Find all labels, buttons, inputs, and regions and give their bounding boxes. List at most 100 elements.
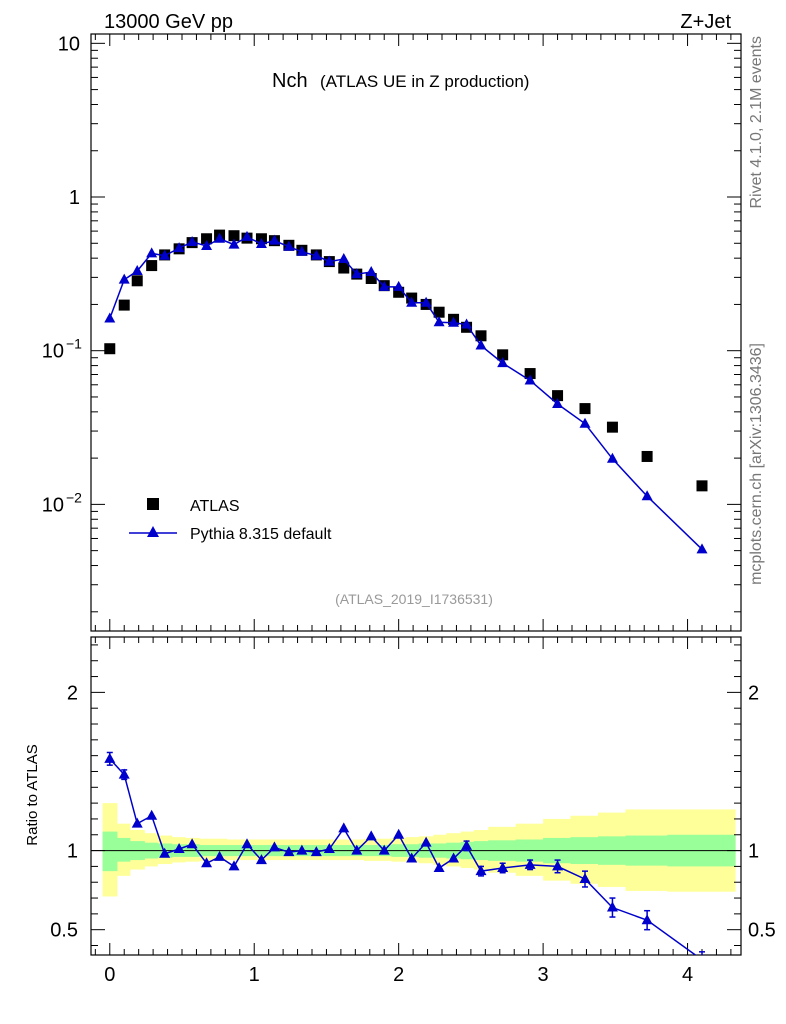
mc-data-point [448, 316, 460, 327]
y-tick-label: 10 [42, 494, 64, 516]
plot-title: Nch [272, 70, 308, 92]
y-tick-label: 1 [69, 187, 80, 209]
ratio-data-point [104, 752, 116, 763]
ratio-y-tick-label-left: 0.5 [50, 920, 78, 942]
source-label: mcplots.cern.ch [arXiv:1306.3436] [748, 343, 765, 585]
beam-label: 13000 GeV pp [104, 11, 233, 33]
ratio-y-tick-label-right: 2 [748, 682, 759, 704]
ratio-ylabel: Ratio to ATLAS [24, 744, 41, 845]
x-tick-label: 4 [682, 964, 693, 986]
mc-data-point [420, 296, 432, 307]
main-series [104, 229, 708, 554]
legend: ATLAS Pythia 8.315 default [129, 498, 332, 543]
ratio-data-point [323, 843, 335, 853]
mc-data-point [461, 318, 473, 329]
ratio-data-point [351, 844, 363, 855]
legend-marker-mc [147, 526, 159, 537]
mc-data-point [524, 374, 536, 385]
mc-data-point [186, 235, 198, 246]
atlas-data-point [552, 390, 564, 402]
ratio-data-point [118, 768, 130, 779]
atlas-data-point [131, 275, 143, 287]
mc-data-point [159, 249, 171, 260]
ratio-data-point [201, 857, 213, 868]
ratio-data-point [283, 846, 295, 857]
ratio-data-point [146, 809, 158, 820]
atlas-data-point [524, 368, 536, 380]
ratio-data-point [131, 817, 143, 828]
mc-data-point [393, 280, 405, 291]
ratio-data-point [186, 838, 198, 849]
ratio-y-tick-label-left: 2 [67, 682, 78, 704]
legend-label-mc: Pythia 8.315 default [190, 526, 332, 543]
ratio-data-point [497, 861, 509, 872]
mc-data-point [268, 234, 280, 245]
mc-data-point [579, 417, 591, 428]
ratio-data-point [365, 830, 377, 841]
mc-data-point [323, 255, 335, 266]
atlas-data-point [118, 299, 130, 311]
ratio-plot-frame [90, 636, 742, 956]
legend-marker-atlas [147, 498, 159, 510]
atlas-data-point [201, 233, 213, 245]
ratio-data-point [378, 844, 390, 855]
atlas-data-point [228, 230, 240, 242]
mc-data-point [433, 316, 445, 327]
mc-data-point [173, 242, 185, 253]
mc-data-point [283, 240, 295, 251]
mc-data-point [365, 266, 377, 277]
plot-subtitle: (ATLAS UE in Z production) [320, 72, 529, 91]
ratio-data-point [420, 836, 432, 847]
ratio-data-point [433, 861, 445, 872]
x-tick-label: 0 [104, 964, 115, 986]
x-tick-label: 1 [249, 964, 260, 986]
ratio-data-point [296, 844, 308, 855]
y-tick-exponent: −1 [66, 336, 82, 352]
ratio-data-point [606, 901, 618, 912]
mc-data-point [641, 490, 653, 501]
mc-data-point [201, 239, 213, 250]
ratio-data-point [255, 854, 267, 865]
ratio-data-point [461, 839, 473, 850]
mc-data-point [118, 273, 130, 284]
mc-data-point [296, 245, 308, 256]
mc-data-point [241, 230, 253, 241]
atlas-data-point [104, 343, 116, 355]
mc-data-point [351, 268, 363, 279]
ratio-data-point [173, 843, 185, 853]
mc-data-point [378, 280, 390, 291]
atlas-data-point [433, 306, 445, 318]
mc-data-point [552, 397, 564, 408]
x-tick-label: 3 [538, 964, 549, 986]
atlas-data-point [365, 272, 377, 284]
legend-label-atlas: ATLAS [190, 498, 240, 515]
ratio-data-point [228, 860, 240, 871]
atlas-data-point [475, 330, 487, 342]
band-inner-segment [102, 831, 118, 872]
ratio-data-point [310, 846, 322, 857]
mc-data-point [255, 237, 267, 248]
ratio-data-point [406, 852, 418, 863]
mc-data-point [406, 296, 418, 307]
atlas-data-point [606, 421, 618, 433]
analysis-id: (ATLAS_2019_I1736531) [335, 591, 493, 607]
ratio-data-point [159, 847, 171, 858]
ratio-data-point [268, 841, 280, 852]
ratio-y-tick-label-left: 1 [67, 841, 78, 863]
mc-data-point [475, 339, 487, 350]
ratio-data-point [393, 828, 405, 839]
y-tick-exponent: −2 [66, 489, 82, 505]
mc-data-point [228, 238, 240, 249]
y-tick-label: 10 [42, 341, 64, 363]
band-inner-segment [117, 837, 131, 862]
ratio-y-tick-label-right: 1 [748, 841, 759, 863]
atlas-data-point [696, 480, 708, 492]
ratio-data-point [641, 914, 653, 925]
ratio-data-point [579, 873, 591, 884]
ratio-data-point [524, 858, 536, 869]
ratio-series [104, 751, 705, 955]
ratio-series-clipped [104, 751, 705, 955]
mc-data-point [338, 253, 350, 264]
